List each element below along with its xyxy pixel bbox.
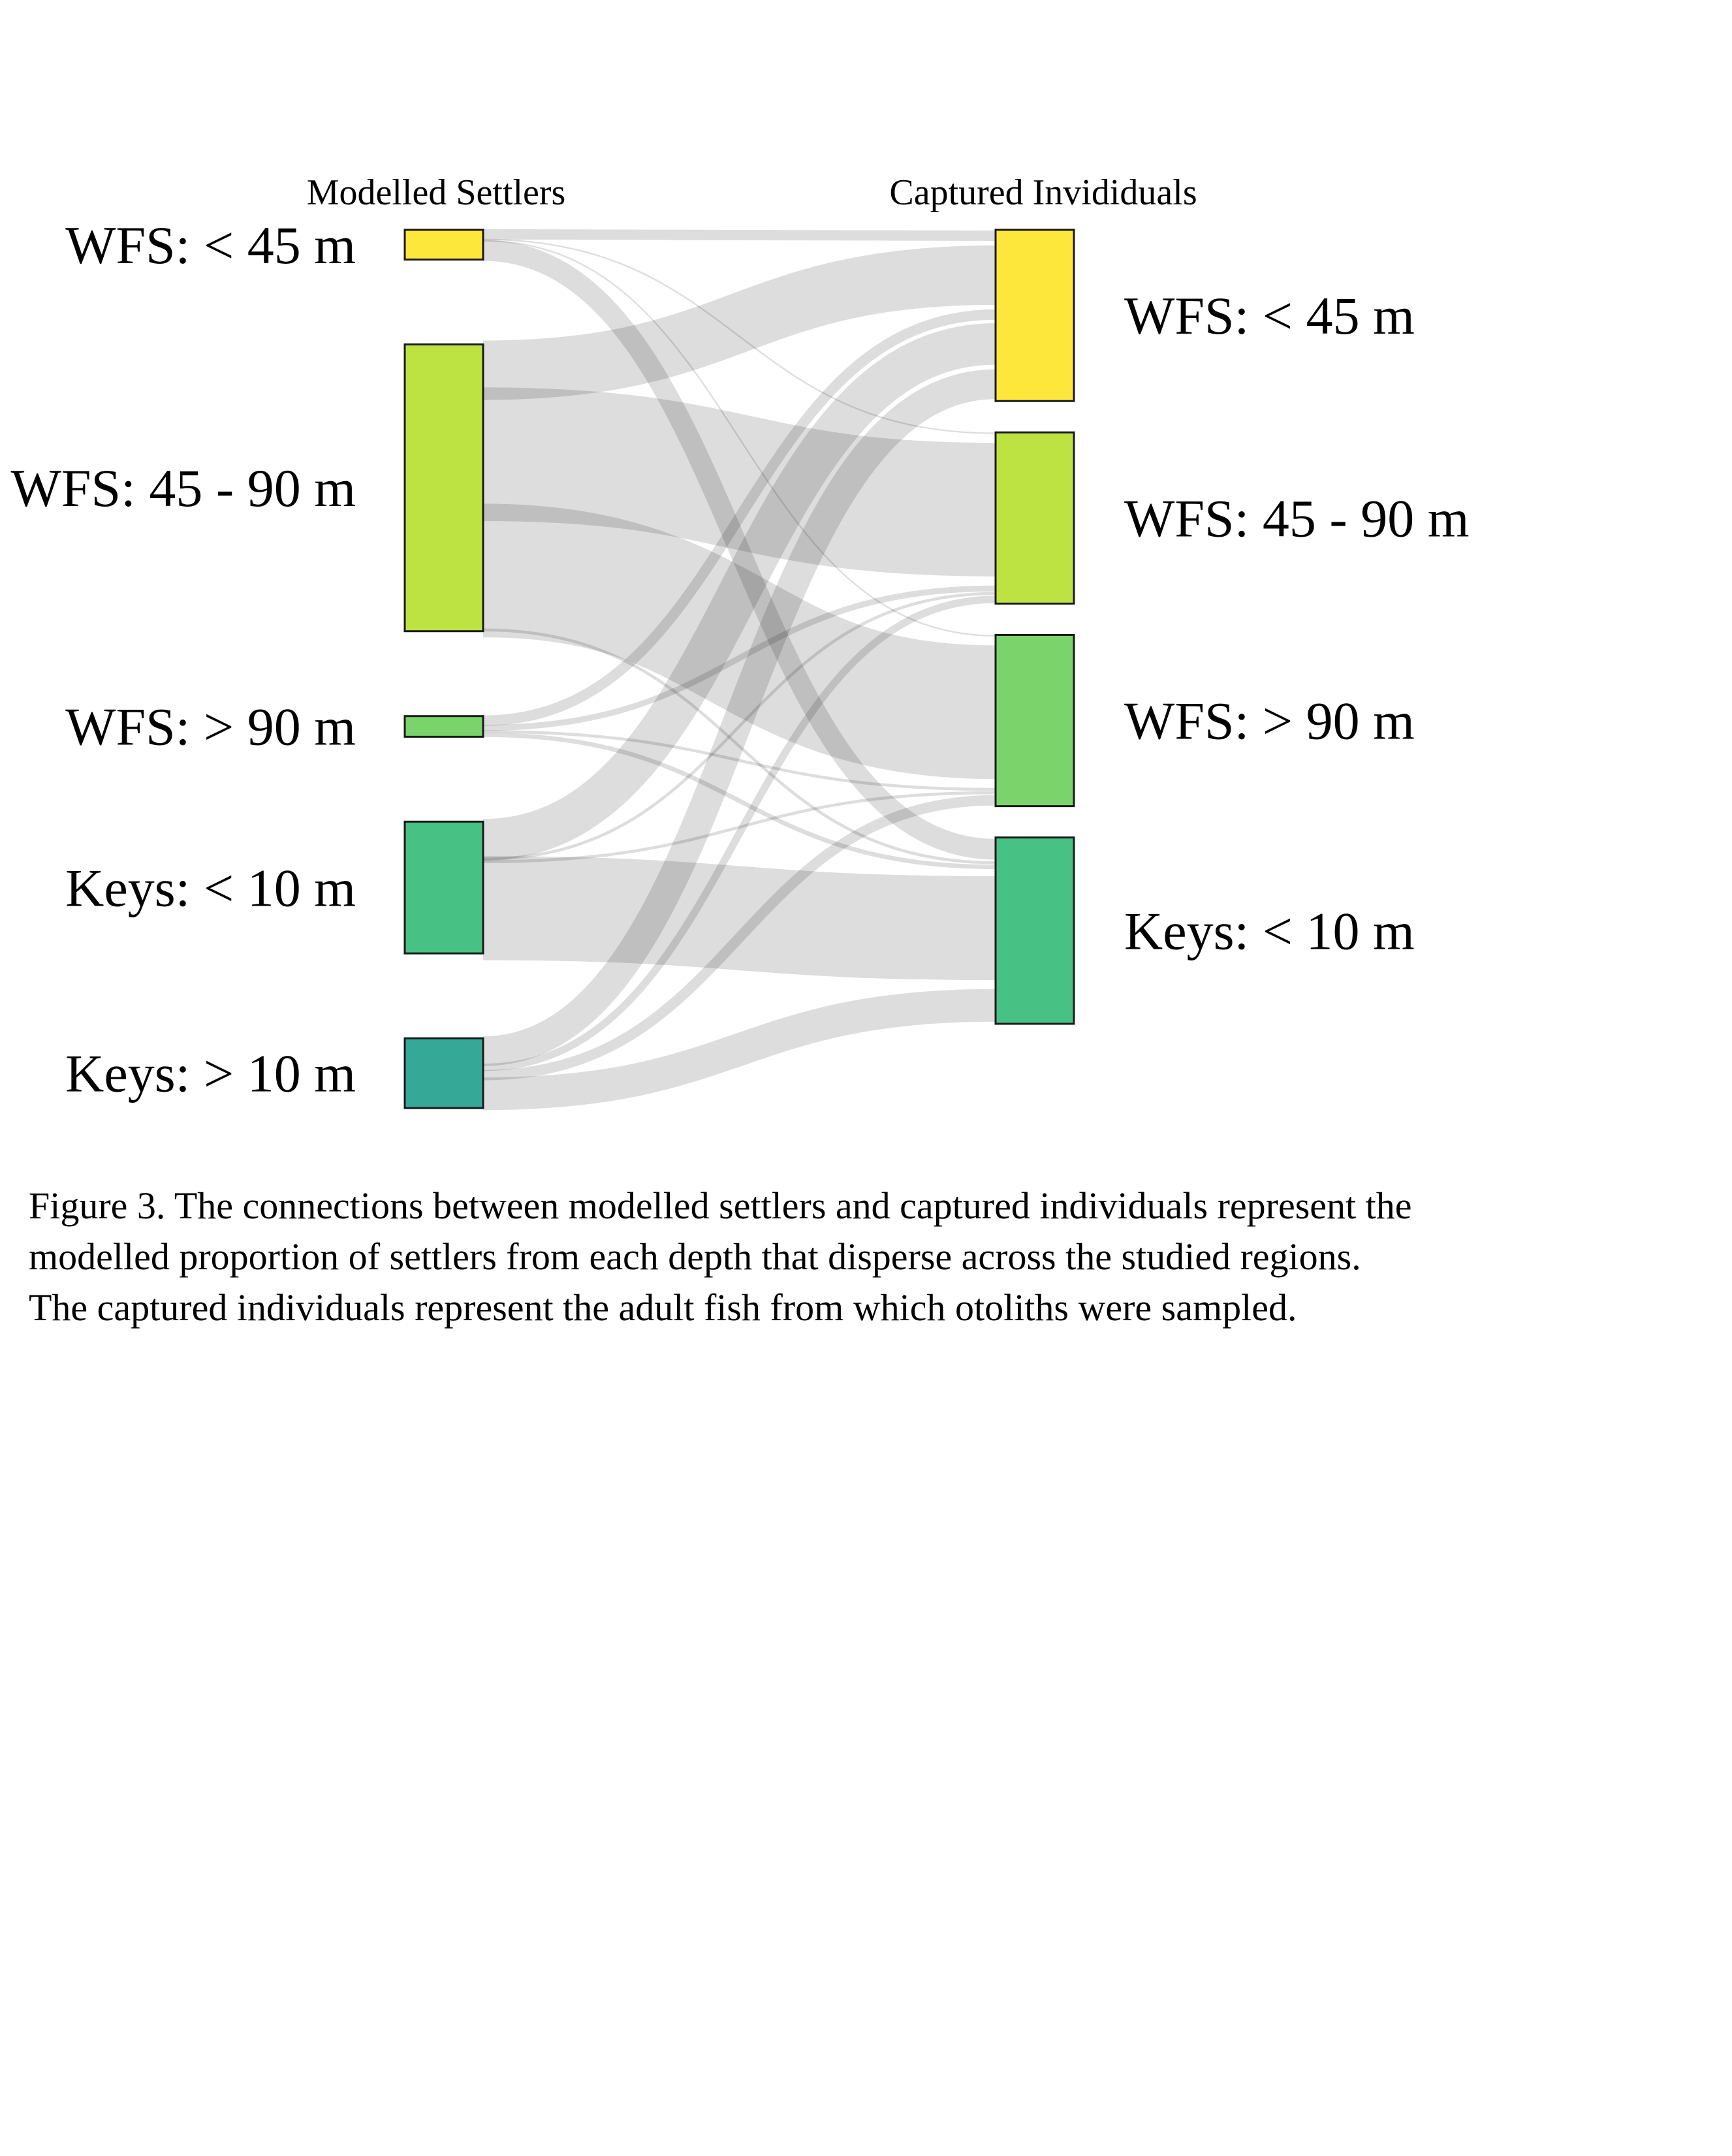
link-s_keys_gt10-to-c_wfs_gt90 xyxy=(482,795,996,1081)
left-node-label-s_wfs_gt90: WFS: > 90 m xyxy=(65,697,356,757)
link-s_keys_gt10-to-c_wfs_lt45 xyxy=(482,369,996,1066)
right-node-c_wfs_lt45 xyxy=(994,229,1075,402)
left-node-s_keys_lt10 xyxy=(403,820,484,955)
figure-caption: Figure 3. The connections between modell… xyxy=(29,1181,1635,1333)
link-s_keys_gt10-to-c_keys_lt10 xyxy=(482,989,996,1111)
link-s_keys_lt10-to-c_wfs_lt45 xyxy=(482,323,996,861)
left-node-s_wfs_gt90 xyxy=(403,715,484,738)
left-node-label-s_keys_gt10: Keys: > 10 m xyxy=(65,1044,356,1103)
link-s_wfs_gt90-to-c_keys_lt10 xyxy=(482,732,996,870)
link-s_wfs_lt45-to-c_wfs_lt45 xyxy=(482,229,996,241)
left-node-s_wfs_lt45 xyxy=(403,229,484,261)
link-s_wfs_45_90-to-c_wfs_gt90 xyxy=(482,503,996,780)
links-layer xyxy=(482,229,996,1111)
left-node-label-s_wfs_lt45: WFS: < 45 m xyxy=(65,215,356,275)
left-node-label-s_keys_lt10: Keys: < 10 m xyxy=(65,858,356,917)
link-s_wfs_gt90-to-c_wfs_gt90 xyxy=(482,730,996,791)
left-column-title: Modelled Settlers xyxy=(307,172,566,213)
caption-line-1: Figure 3. The connections between modell… xyxy=(29,1184,1412,1227)
right-node-c_wfs_45_90 xyxy=(994,431,1075,605)
right-node-label-c_wfs_45_90: WFS: 45 - 90 m xyxy=(1124,488,1469,548)
right-node-c_keys_lt10 xyxy=(994,836,1075,1025)
link-s_wfs_gt90-to-c_wfs_45_90 xyxy=(482,585,996,731)
link-s_wfs_45_90-to-c_wfs_45_90 xyxy=(482,387,996,577)
right-node-label-c_wfs_lt45: WFS: < 45 m xyxy=(1124,286,1415,345)
right-node-label-c_wfs_gt90: WFS: > 90 m xyxy=(1124,691,1415,751)
labels-layer: Modelled Settlers Captured Invididuals W… xyxy=(11,172,1470,1103)
right-column-title: Captured Invididuals xyxy=(889,172,1197,213)
right-node-label-c_keys_lt10: Keys: < 10 m xyxy=(1124,901,1415,960)
left-node-s_keys_gt10 xyxy=(403,1037,484,1109)
link-s_keys_lt10-to-c_keys_lt10 xyxy=(482,856,996,981)
nodes-layer xyxy=(403,229,1075,1109)
caption-line-2: modelled proportion of settlers from eac… xyxy=(29,1235,1361,1278)
left-node-s_wfs_45_90 xyxy=(403,343,484,633)
link-s_wfs_45_90-to-c_wfs_lt45 xyxy=(482,245,996,400)
left-node-label-s_wfs_45_90: WFS: 45 - 90 m xyxy=(11,458,356,518)
caption-line-3: The captured individuals represent the a… xyxy=(29,1286,1297,1329)
link-s_wfs_gt90-to-c_wfs_lt45 xyxy=(482,309,996,726)
right-node-c_wfs_gt90 xyxy=(994,633,1075,808)
link-s_keys_gt10-to-c_wfs_45_90 xyxy=(482,595,996,1071)
